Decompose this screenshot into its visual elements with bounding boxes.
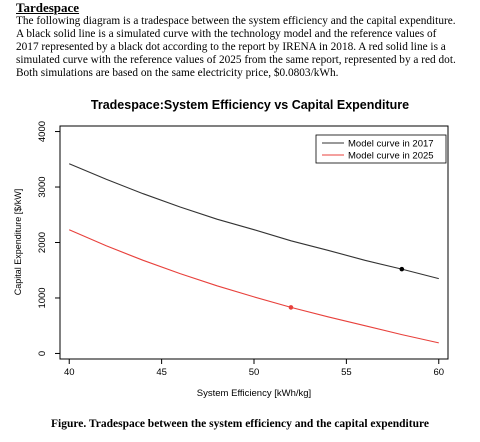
x-tick-label: 55 (341, 367, 352, 378)
chart-title: Tradespace:System Efficiency vs Capital … (91, 98, 409, 112)
x-tick-label: 45 (156, 367, 167, 378)
x-tick-label: 60 (433, 367, 444, 378)
paragraph-line: The following diagram is a tradespace be… (16, 15, 456, 27)
y-tick-label: 1000 (37, 287, 48, 308)
paragraph-line: simulated curve with the reference value… (16, 53, 456, 66)
series-layer (68, 163, 439, 344)
y-tick-label: 0 (37, 351, 48, 356)
y-axis-label: Capital Expenditure [$/kW] (13, 189, 23, 296)
paragraph-line: Both simulations are based on the same e… (16, 66, 339, 79)
description-paragraph: The following diagram is a tradespace be… (16, 15, 476, 80)
legend-label-2025: Model curve in 2025 (348, 151, 434, 162)
legend-label-2017: Model curve in 2017 (348, 139, 434, 150)
section-heading: Tardespace (16, 0, 80, 15)
legend-box (315, 134, 447, 164)
series-line-model-curve-in-2025 (68, 229, 439, 344)
y-axis: 0 1000 2000 3000 4000 (37, 121, 60, 356)
x-tick-label: 40 (64, 367, 75, 378)
series-line-model-curve-in-2017 (68, 163, 439, 280)
paragraph-line: A black solid line is a simulated curve … (16, 27, 437, 40)
reference-point-model-curve-in-2025 (288, 305, 294, 310)
x-axis: 40 45 50 55 60 (64, 359, 444, 378)
y-tick-label: 3000 (37, 176, 48, 197)
reference-point-model-curve-in-2017 (399, 266, 405, 272)
figure-caption: Figure. Tradespace between the system ef… (51, 418, 429, 430)
y-tick-label: 4000 (37, 121, 48, 142)
x-tick-label: 50 (249, 367, 260, 378)
paragraph-line: 2017 represented by a black dot accordin… (16, 40, 446, 53)
legend: Model curve in 2017 Model curve in 2025 (315, 134, 447, 164)
x-axis-label: System Efficiency [kWh/kg] (197, 388, 311, 399)
y-tick-label: 2000 (37, 232, 48, 253)
